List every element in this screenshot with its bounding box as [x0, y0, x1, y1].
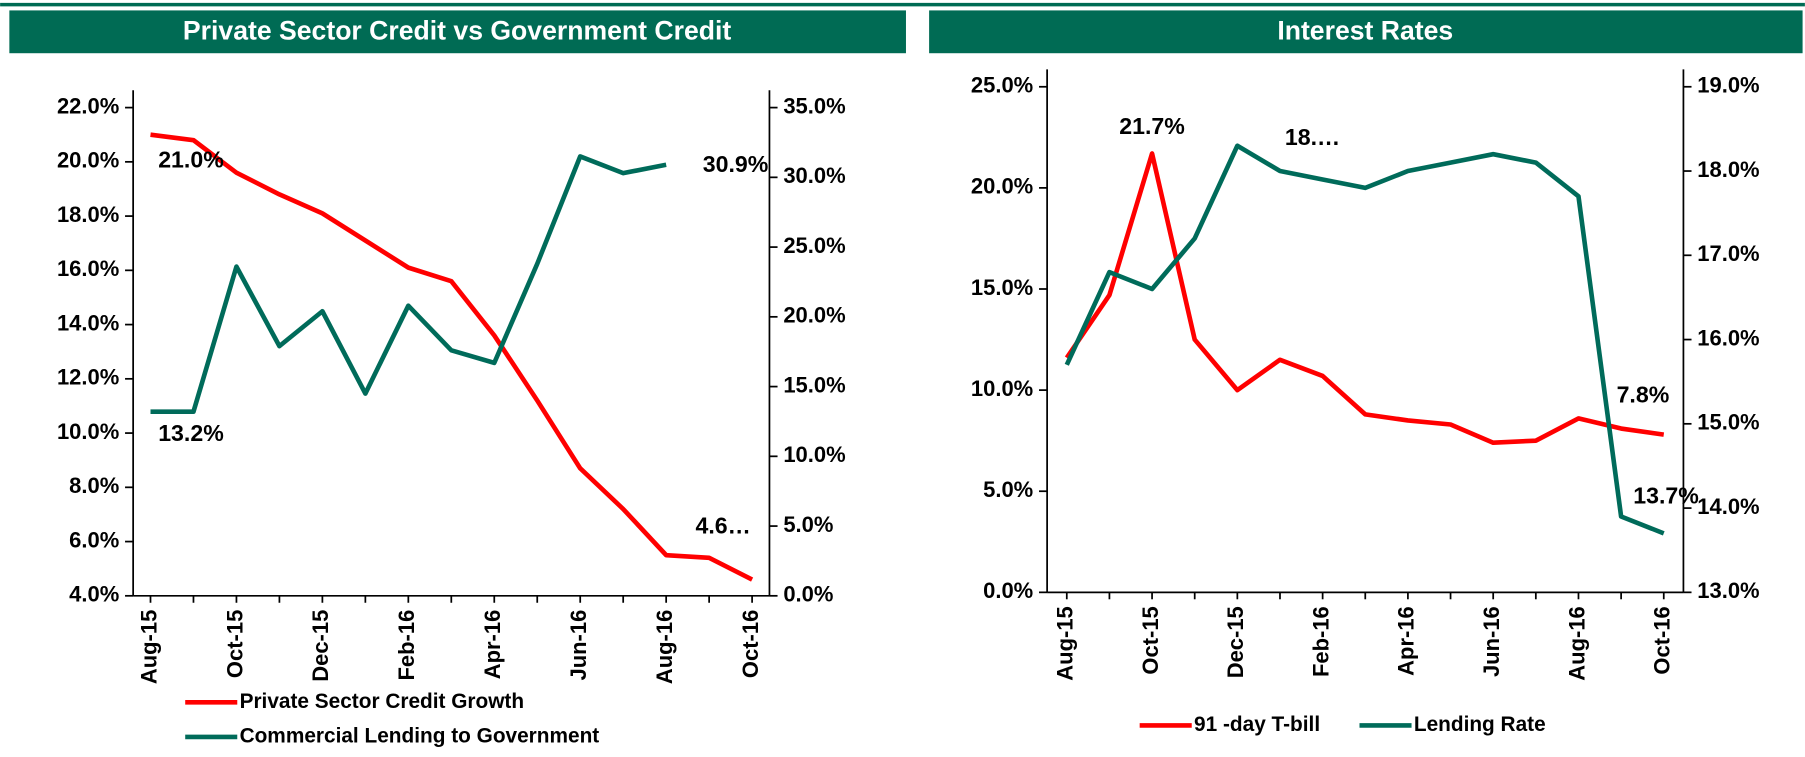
y-tick-label: 5.0% — [983, 477, 1033, 502]
data-label: 7.8% — [1617, 382, 1670, 408]
y2-tick-label: 15.0% — [783, 372, 845, 397]
y2-tick-label: 13.0% — [1697, 578, 1759, 603]
chart-title: Private Sector Credit vs Government Cred… — [183, 15, 731, 45]
y2-tick-label: 14.0% — [1697, 494, 1759, 519]
y-tick-label: 20.0% — [57, 148, 119, 173]
series-line — [150, 154, 667, 414]
y2-tick-label: 25.0% — [783, 233, 845, 258]
y-tick-label: 4.0% — [69, 582, 119, 607]
x-tick-label: Aug-15 — [136, 610, 161, 684]
legend-label: 91 -day T-bill — [1194, 713, 1320, 736]
x-tick-label: Apr-16 — [1394, 606, 1419, 676]
data-label: 4.6… — [696, 513, 751, 539]
y2-tick-label: 15.0% — [1697, 410, 1759, 435]
data-label: 13.7% — [1633, 483, 1699, 509]
y2-tick-label: 18.0% — [1697, 157, 1759, 182]
data-label: 18.… — [1285, 124, 1340, 150]
x-tick-label: Aug-16 — [652, 610, 677, 684]
y-tick-label: 0.0% — [983, 578, 1033, 603]
x-tick-label: Feb-16 — [394, 610, 419, 681]
y-tick-label: 6.0% — [69, 527, 119, 552]
y2-tick-label: 16.0% — [1697, 325, 1759, 350]
data-label: 13.2% — [158, 420, 224, 446]
y-tick-label: 20.0% — [971, 174, 1033, 199]
data-label: 21.0% — [158, 146, 224, 172]
legend-label: Private Sector Credit Growth — [240, 690, 525, 713]
y2-tick-label: 0.0% — [783, 582, 833, 607]
y-tick-label: 12.0% — [57, 365, 119, 390]
legend-label: Commercial Lending to Government — [240, 724, 600, 747]
y-tick-label: 25.0% — [971, 73, 1033, 98]
y2-tick-label: 20.0% — [783, 303, 845, 328]
y2-tick-label: 10.0% — [783, 442, 845, 467]
y2-tick-label: 5.0% — [783, 512, 833, 537]
x-tick-label: Jun-16 — [566, 610, 591, 681]
x-tick-label: Aug-15 — [1053, 606, 1078, 680]
y2-tick-label: 35.0% — [783, 93, 845, 118]
x-tick-label: Oct-15 — [1138, 606, 1163, 674]
title-bar — [9, 10, 906, 54]
x-tick-label: Oct-16 — [1650, 606, 1675, 674]
y-tick-label: 16.0% — [57, 256, 119, 281]
y-tick-label: 10.0% — [971, 376, 1033, 401]
x-tick-label: Oct-15 — [222, 610, 247, 678]
y-tick-label: 18.0% — [57, 202, 119, 227]
y2-tick-label: 19.0% — [1697, 73, 1759, 98]
legend-label: Lending Rate — [1414, 713, 1546, 736]
y-tick-label: 22.0% — [57, 93, 119, 118]
chart-title: Interest Rates — [1277, 15, 1453, 45]
x-tick-label: Dec-15 — [1223, 606, 1248, 678]
y2-tick-label: 17.0% — [1697, 241, 1759, 266]
x-tick-label: Oct-16 — [738, 610, 763, 678]
y-tick-label: 10.0% — [57, 419, 119, 444]
y-tick-label: 14.0% — [57, 310, 119, 335]
x-tick-label: Aug-16 — [1564, 606, 1589, 680]
x-tick-label: Dec-15 — [308, 610, 333, 682]
x-tick-label: Jun-16 — [1479, 606, 1504, 677]
series-line — [150, 132, 754, 582]
data-label: 21.7% — [1119, 113, 1185, 139]
y-tick-label: 15.0% — [971, 275, 1033, 300]
title-bar — [929, 10, 1803, 54]
series-line — [1064, 151, 1665, 446]
series-line — [1064, 143, 1665, 536]
data-label: 30.9% — [703, 151, 769, 177]
y2-tick-label: 30.0% — [783, 163, 845, 188]
y-tick-label: 8.0% — [69, 473, 119, 498]
x-tick-label: Feb-16 — [1308, 606, 1333, 677]
x-tick-label: Apr-16 — [480, 610, 505, 680]
